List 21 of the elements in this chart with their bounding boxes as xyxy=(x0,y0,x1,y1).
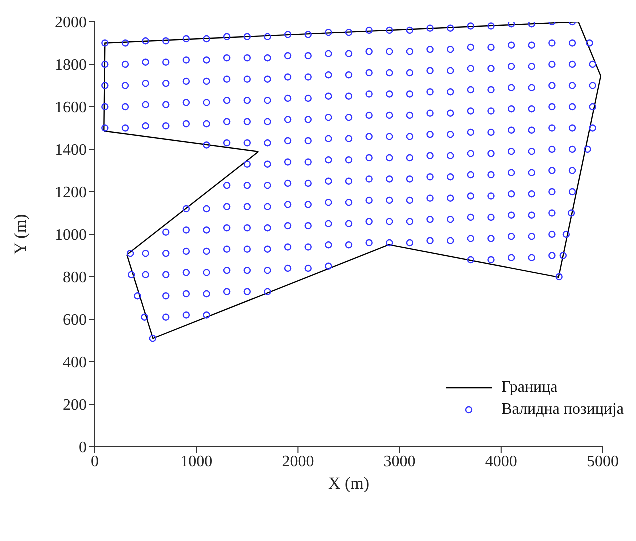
legend-label: Валидна позиција xyxy=(502,401,624,419)
y-axis-title: Y (m) xyxy=(11,214,30,255)
x-tick-label: 4000 xyxy=(485,453,518,470)
y-tick-label: 800 xyxy=(63,270,87,287)
x-axis-title: X (m) xyxy=(328,474,370,493)
x-tick-label: 2000 xyxy=(282,453,314,470)
x-tick-label: 5000 xyxy=(587,453,619,470)
y-tick-label: 1800 xyxy=(55,57,87,74)
y-tick-label: 1400 xyxy=(55,142,87,160)
x-tick-label: 3000 xyxy=(384,453,416,470)
y-tick-label: 200 xyxy=(63,397,87,414)
y-tick-label: 0 xyxy=(79,440,87,457)
y-tick-label: 1000 xyxy=(55,227,87,244)
x-tick-label: 0 xyxy=(91,453,99,470)
y-tick-label: 1200 xyxy=(55,184,87,202)
y-tick-label: 2000 xyxy=(55,14,87,32)
y-tick-label: 600 xyxy=(63,312,87,330)
y-tick-label: 1600 xyxy=(55,100,87,117)
legend-label: Граница xyxy=(502,379,558,397)
x-tick-label: 1000 xyxy=(180,453,213,470)
y-tick-label: 400 xyxy=(63,354,87,372)
